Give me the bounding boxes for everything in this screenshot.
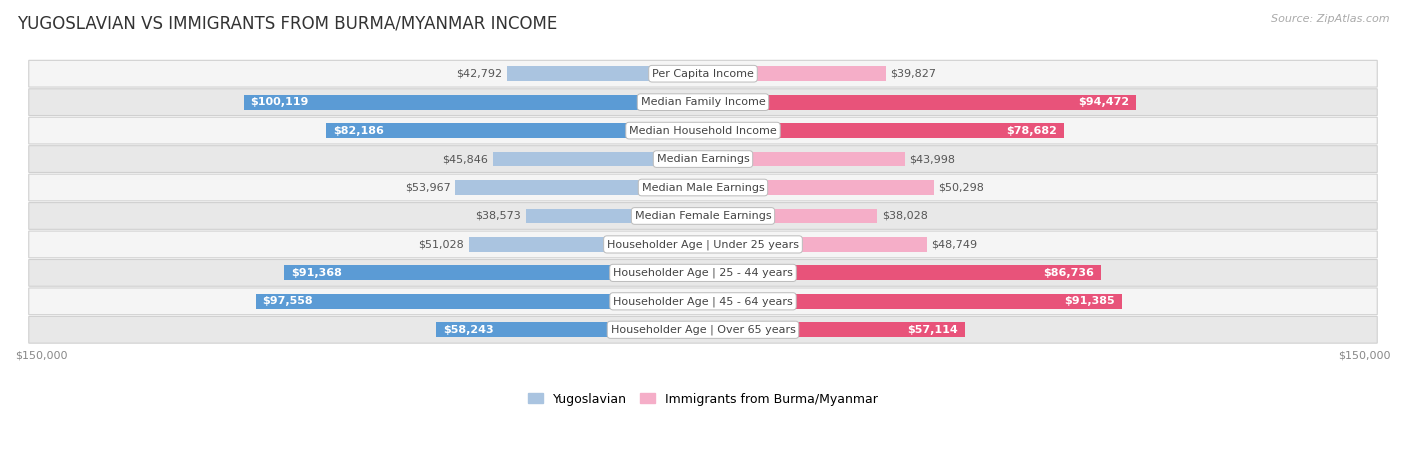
Text: Householder Age | Over 65 years: Householder Age | Over 65 years — [610, 325, 796, 335]
Bar — [284, 265, 703, 280]
Text: $78,682: $78,682 — [1007, 126, 1057, 135]
Text: Median Family Income: Median Family Income — [641, 97, 765, 107]
FancyBboxPatch shape — [28, 231, 1378, 258]
Bar — [506, 66, 703, 81]
Text: $42,792: $42,792 — [456, 69, 502, 79]
Text: $53,967: $53,967 — [405, 183, 451, 192]
Text: $45,846: $45,846 — [441, 154, 488, 164]
Text: $86,736: $86,736 — [1043, 268, 1094, 278]
FancyBboxPatch shape — [28, 317, 1378, 343]
Text: Householder Age | 45 - 64 years: Householder Age | 45 - 64 years — [613, 296, 793, 306]
FancyBboxPatch shape — [28, 203, 1378, 229]
Bar — [703, 123, 1064, 138]
Text: $58,243: $58,243 — [443, 325, 494, 335]
FancyBboxPatch shape — [28, 146, 1378, 172]
Text: $94,472: $94,472 — [1078, 97, 1129, 107]
Text: Median Male Earnings: Median Male Earnings — [641, 183, 765, 192]
Text: $150,000: $150,000 — [15, 350, 67, 360]
Text: Householder Age | 25 - 44 years: Householder Age | 25 - 44 years — [613, 268, 793, 278]
Text: Median Female Earnings: Median Female Earnings — [634, 211, 772, 221]
Text: $38,573: $38,573 — [475, 211, 522, 221]
Text: $48,749: $48,749 — [931, 240, 977, 249]
Bar — [703, 237, 927, 252]
Text: Median Household Income: Median Household Income — [628, 126, 778, 135]
Text: $50,298: $50,298 — [939, 183, 984, 192]
FancyBboxPatch shape — [28, 260, 1378, 286]
Text: $91,385: $91,385 — [1064, 297, 1115, 306]
Text: $100,119: $100,119 — [250, 97, 309, 107]
Text: Median Earnings: Median Earnings — [657, 154, 749, 164]
Text: $39,827: $39,827 — [890, 69, 936, 79]
Text: $38,028: $38,028 — [882, 211, 928, 221]
Text: $150,000: $150,000 — [1339, 350, 1391, 360]
Text: $43,998: $43,998 — [910, 154, 956, 164]
Bar — [456, 180, 703, 195]
Text: Per Capita Income: Per Capita Income — [652, 69, 754, 79]
Text: YUGOSLAVIAN VS IMMIGRANTS FROM BURMA/MYANMAR INCOME: YUGOSLAVIAN VS IMMIGRANTS FROM BURMA/MYA… — [17, 14, 557, 32]
FancyBboxPatch shape — [28, 60, 1378, 87]
Text: Source: ZipAtlas.com: Source: ZipAtlas.com — [1271, 14, 1389, 24]
Bar — [703, 66, 886, 81]
Bar — [703, 209, 877, 223]
Bar — [703, 294, 1122, 309]
Bar — [326, 123, 703, 138]
Text: $97,558: $97,558 — [263, 297, 314, 306]
Bar — [492, 152, 703, 166]
Text: $91,368: $91,368 — [291, 268, 342, 278]
Text: $51,028: $51,028 — [419, 240, 464, 249]
Bar — [470, 237, 703, 252]
FancyBboxPatch shape — [28, 117, 1378, 144]
Text: $57,114: $57,114 — [907, 325, 957, 335]
Text: $82,186: $82,186 — [333, 126, 384, 135]
Bar — [703, 152, 905, 166]
Bar — [703, 180, 934, 195]
Legend: Yugoslavian, Immigrants from Burma/Myanmar: Yugoslavian, Immigrants from Burma/Myanm… — [523, 388, 883, 410]
Bar — [243, 95, 703, 110]
FancyBboxPatch shape — [28, 288, 1378, 315]
FancyBboxPatch shape — [28, 89, 1378, 115]
Bar — [703, 265, 1101, 280]
Bar — [526, 209, 703, 223]
Bar — [703, 322, 965, 337]
Bar — [703, 95, 1136, 110]
Bar — [436, 322, 703, 337]
Text: Householder Age | Under 25 years: Householder Age | Under 25 years — [607, 239, 799, 250]
Bar — [256, 294, 703, 309]
FancyBboxPatch shape — [28, 174, 1378, 201]
